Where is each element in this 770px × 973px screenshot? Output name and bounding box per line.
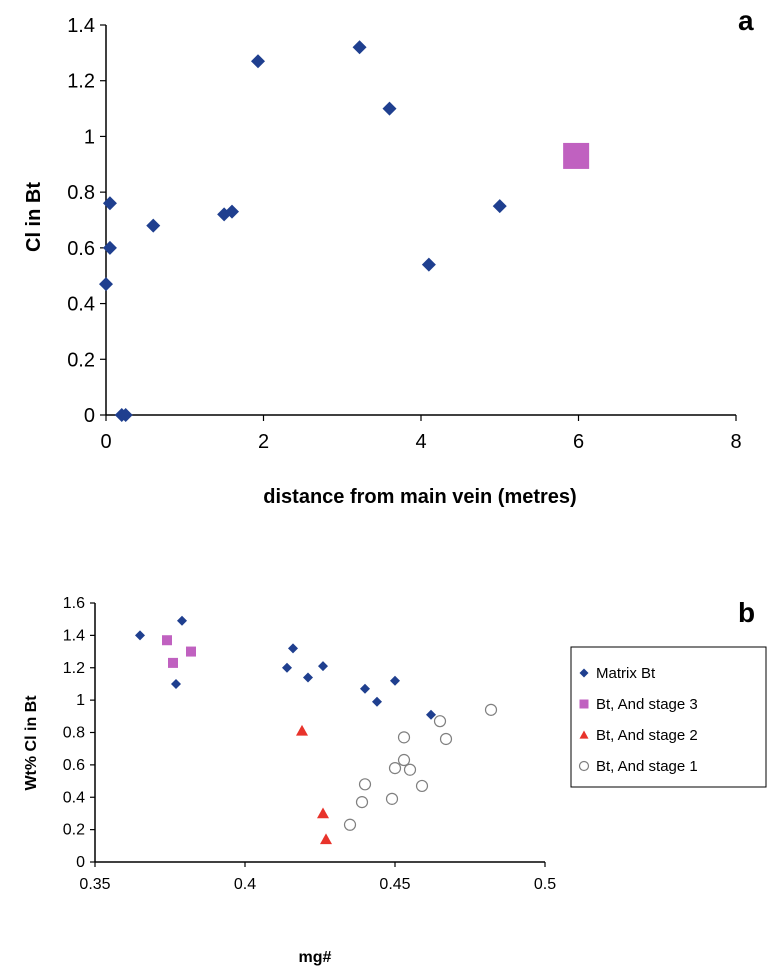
panel-b-y-axis-title: Wt% Cl in Bt [23,695,40,791]
y-tick-label: 0 [84,405,95,427]
x-tick-label: 0.4 [234,876,256,893]
y-tick-label: 1 [84,126,95,148]
data-point [397,731,411,744]
legend-box [570,646,767,788]
x-tick-label: 2 [258,431,269,453]
panel-b-chart: b Wt% Cl in Bt mg# 0 0.2 0.4 0.6 0.8 1 1.2 1.4 1… [23,595,767,966]
y-tick-label: 1.6 [63,595,85,612]
y-tick-label: 0.2 [63,822,85,839]
data-point [352,40,367,55]
x-tick-label: 6 [573,431,584,453]
panel-a-x-axis-title: distance from main vein (metres) [263,486,576,508]
data-point [250,54,265,69]
y-tick-label: 0.4 [63,789,85,806]
data-point [177,615,187,626]
data-point [168,657,178,668]
legend-label: Bt, And stage 1 [596,758,698,775]
panel-b-x-axis-title: mg# [299,949,332,966]
data-point [343,818,357,831]
data-point [388,762,402,775]
data-point [288,643,298,654]
data-point [303,672,313,683]
data-point [296,724,308,736]
legend-label: Matrix Bt [596,665,656,682]
data-point [102,240,117,255]
legend-label: Bt, And stage 3 [596,696,698,713]
x-tick-label: 0.35 [79,876,110,893]
legend-marker [579,730,589,739]
data-point [102,196,117,211]
data-point [355,796,369,809]
data-point [421,257,436,272]
data-point [484,703,498,716]
data-point [171,678,181,689]
legend-label: Bt, And stage 2 [596,727,698,744]
panel-a-y-axis-title: Cl in Bt [23,182,45,252]
data-point [186,646,196,657]
data-point [382,101,397,116]
data-point [99,277,113,292]
panel-b-letter: b [738,597,755,628]
data-point [282,662,292,673]
x-tick-label: 0.45 [379,876,410,893]
legend-marker [579,668,589,678]
y-tick-label: 1.4 [63,627,85,644]
panel-b-axes: 0 0.2 0.4 0.6 0.8 1 1.2 1.4 1.6 0.35 0.4 0.45 0.5 [63,595,556,893]
data-point [118,408,133,422]
y-tick-label: 1.4 [67,15,95,37]
panel-b-legend: Matrix Bt Bt, And stage 3 Bt, And stage 2 B… [570,646,767,788]
panel-b-marks [135,615,498,845]
data-point [390,675,400,686]
y-tick-label: 1.2 [63,660,85,677]
x-tick-label: 4 [415,431,426,453]
y-tick-label: 0.2 [67,349,95,371]
y-tick-label: 1.2 [67,71,95,93]
y-tick-label: 0.8 [63,725,85,742]
data-point [135,630,145,641]
data-point [439,732,453,746]
data-point [426,709,436,720]
data-point [225,204,239,219]
y-tick-label: 0.8 [67,182,95,204]
panel-a-marks [99,40,590,422]
x-tick-label: 0 [100,431,111,453]
data-point [397,753,411,767]
y-tick-label: 0.4 [67,294,95,316]
y-tick-label: 0.6 [63,757,85,774]
data-point [403,763,417,776]
x-tick-label: 8 [730,431,741,453]
y-tick-label: 0.6 [67,238,95,260]
data-point [318,661,328,672]
y-tick-label: 0 [76,854,85,871]
data-point [360,683,370,694]
panel-a-letter: a [738,5,754,36]
data-point [317,807,329,819]
x-tick-label: 0.5 [534,876,556,893]
data-point [415,779,429,793]
panel-a-axes: 0 0.2 0.4 0.6 0.8 1 1.2 1.4 0 2 4 6 8 [67,15,741,453]
y-tick-label: 1 [76,692,85,709]
data-point [385,792,399,805]
legend-marker [578,760,590,772]
data-point [433,715,447,728]
legend-marker [579,699,589,709]
data-point [563,142,590,169]
data-point [320,833,332,845]
data-point [492,199,507,214]
panel-a-chart: a Cl in Bt distance from main vein (metr… [23,5,754,508]
data-point [146,218,161,233]
data-point [372,696,382,707]
data-point [358,778,372,791]
data-point [162,635,172,646]
